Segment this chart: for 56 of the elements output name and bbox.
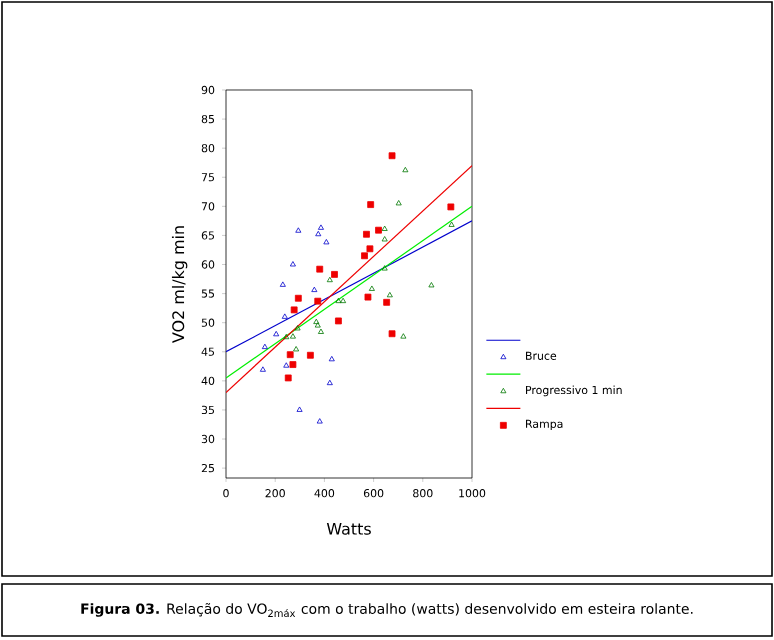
- point: [289, 361, 297, 368]
- point: [375, 226, 382, 234]
- point: [259, 366, 266, 372]
- point: [383, 298, 391, 306]
- point: [294, 325, 301, 331]
- point: [368, 285, 375, 291]
- point: [313, 318, 320, 324]
- point: [386, 291, 393, 298]
- point: [388, 330, 396, 338]
- point: [328, 355, 335, 362]
- point: [289, 261, 296, 267]
- point: [316, 265, 324, 273]
- point: [335, 317, 342, 325]
- point: [284, 374, 292, 382]
- point: [289, 333, 296, 339]
- point: [381, 265, 388, 271]
- point: [340, 297, 347, 304]
- point: [279, 281, 286, 287]
- point: [273, 330, 280, 337]
- point: [286, 351, 294, 359]
- point: [364, 293, 372, 301]
- point: [361, 252, 368, 260]
- point: [283, 362, 290, 368]
- point: [314, 322, 321, 328]
- point: [295, 227, 302, 233]
- point: [381, 236, 388, 242]
- point: [317, 224, 324, 230]
- point: [448, 221, 455, 227]
- point: [294, 294, 302, 302]
- point: [381, 225, 388, 231]
- point: [366, 245, 374, 253]
- point: [296, 406, 303, 412]
- point: [428, 282, 435, 288]
- point: [388, 152, 396, 160]
- point: [367, 201, 375, 208]
- point: [311, 286, 318, 292]
- point: [314, 297, 322, 305]
- point: [323, 239, 330, 245]
- point: [315, 230, 322, 237]
- point: [317, 328, 324, 334]
- point: [395, 200, 402, 206]
- point: [261, 343, 268, 350]
- point: [335, 297, 342, 304]
- point: [331, 271, 338, 278]
- point: [293, 346, 300, 352]
- point: [316, 418, 323, 424]
- point: [402, 166, 409, 173]
- point: [447, 203, 455, 211]
- point: [306, 351, 314, 359]
- point: [400, 333, 407, 339]
- point: [326, 379, 333, 386]
- point: [290, 306, 298, 314]
- point: [283, 333, 290, 340]
- point: [281, 313, 288, 319]
- point: [326, 276, 333, 283]
- point: [363, 230, 370, 238]
